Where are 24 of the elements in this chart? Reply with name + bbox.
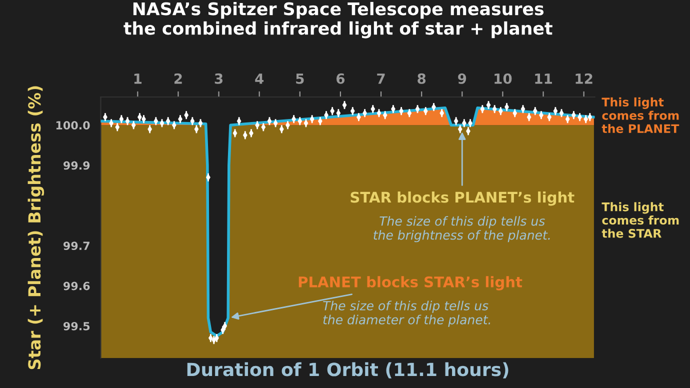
x-tick-label: 4	[255, 74, 264, 84]
chart-title: NASA’s Spitzer Space Telescope measures the combined infrared light of star + planet	[124, 2, 552, 38]
text: This light comes from the STAR	[602, 202, 679, 238]
x-tick-label: 12	[576, 73, 592, 84]
y-tick-label: 99.7	[63, 242, 90, 250]
y-tick-label: 99.5	[63, 322, 90, 330]
x-tick-label: 2	[174, 73, 182, 84]
x-tick-label: 3	[214, 73, 222, 84]
x-tick-label: 6	[336, 73, 345, 84]
x-tick-label: 1	[134, 74, 142, 84]
y-tick-label: 99.6	[63, 282, 90, 290]
x-tick-label: 11	[535, 74, 552, 84]
annotation: STAR blocks PLANET’s light The size of this dip tells us the brightness of the planet.	[350, 191, 574, 242]
text: This light comes from the PLANET	[602, 97, 680, 134]
x-tick-label: 9	[458, 73, 466, 84]
y-axis-title: Star (+ Planet) Brightness (%)	[28, 86, 44, 370]
x-tick-label: 5	[296, 74, 304, 84]
x-axis-title: Duration of 1 Orbit (11.1 hours)	[187, 362, 508, 378]
x-tick-label: 7	[377, 74, 385, 84]
y-tick-label: 99.9	[63, 161, 90, 170]
x-tick-label: 10	[494, 73, 512, 84]
y-tick-label: 100.0	[56, 121, 90, 130]
annotation: PLANET blocks STAR’s light The size of this dip tells us the diameter of the planet.	[298, 276, 522, 327]
x-tick-label: 8	[418, 73, 426, 84]
